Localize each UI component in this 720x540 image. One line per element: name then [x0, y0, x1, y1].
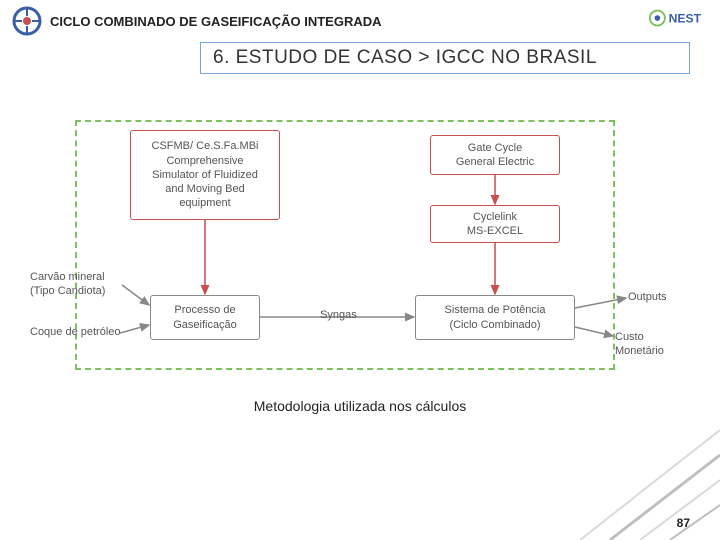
- section-title: 6. ESTUDO DE CASO > IGCC NO BRASIL: [213, 47, 597, 68]
- node-gate: Gate CycleGeneral Electric: [430, 135, 560, 175]
- arrow-a8: [575, 327, 613, 336]
- label-syngas: Syngas: [320, 308, 357, 322]
- page-number: 87: [677, 516, 690, 530]
- svg-text:NEST: NEST: [669, 12, 702, 26]
- logo-right: NEST: [648, 6, 708, 30]
- arrow-a7: [575, 298, 626, 308]
- slide-header: CICLO COMBINADO DE GASEIFICAÇÃO INTEGRAD…: [12, 6, 708, 36]
- header-title: CICLO COMBINADO DE GASEIFICAÇÃO INTEGRAD…: [50, 14, 382, 29]
- section-title-bar: 6. ESTUDO DE CASO > IGCC NO BRASIL: [200, 42, 690, 74]
- logo-left: [12, 6, 42, 36]
- label-outputs: Outputs: [628, 290, 667, 304]
- arrow-a5: [120, 325, 149, 333]
- diagram-area: CSFMB/ Ce.S.Fa.MBiComprehensiveSimulator…: [30, 120, 690, 380]
- label-custo: Custo Monetário: [615, 330, 690, 359]
- node-csfmb: CSFMB/ Ce.S.Fa.MBiComprehensiveSimulator…: [130, 130, 280, 220]
- corner-decor: [540, 420, 720, 540]
- node-gasif: Processo deGaseificação: [150, 295, 260, 340]
- node-pot: Sistema de Potência(Ciclo Combinado): [415, 295, 575, 340]
- label-coque: Coque de petróleo: [30, 325, 121, 339]
- diagram-caption: Metodologia utilizada nos cálculos: [0, 398, 720, 414]
- node-cyclelink: CyclelinkMS-EXCEL: [430, 205, 560, 243]
- label-carvao: Carvão mineral(Tipo Candiota): [30, 270, 105, 299]
- arrows-layer: [30, 120, 690, 380]
- arrow-a4: [122, 285, 149, 305]
